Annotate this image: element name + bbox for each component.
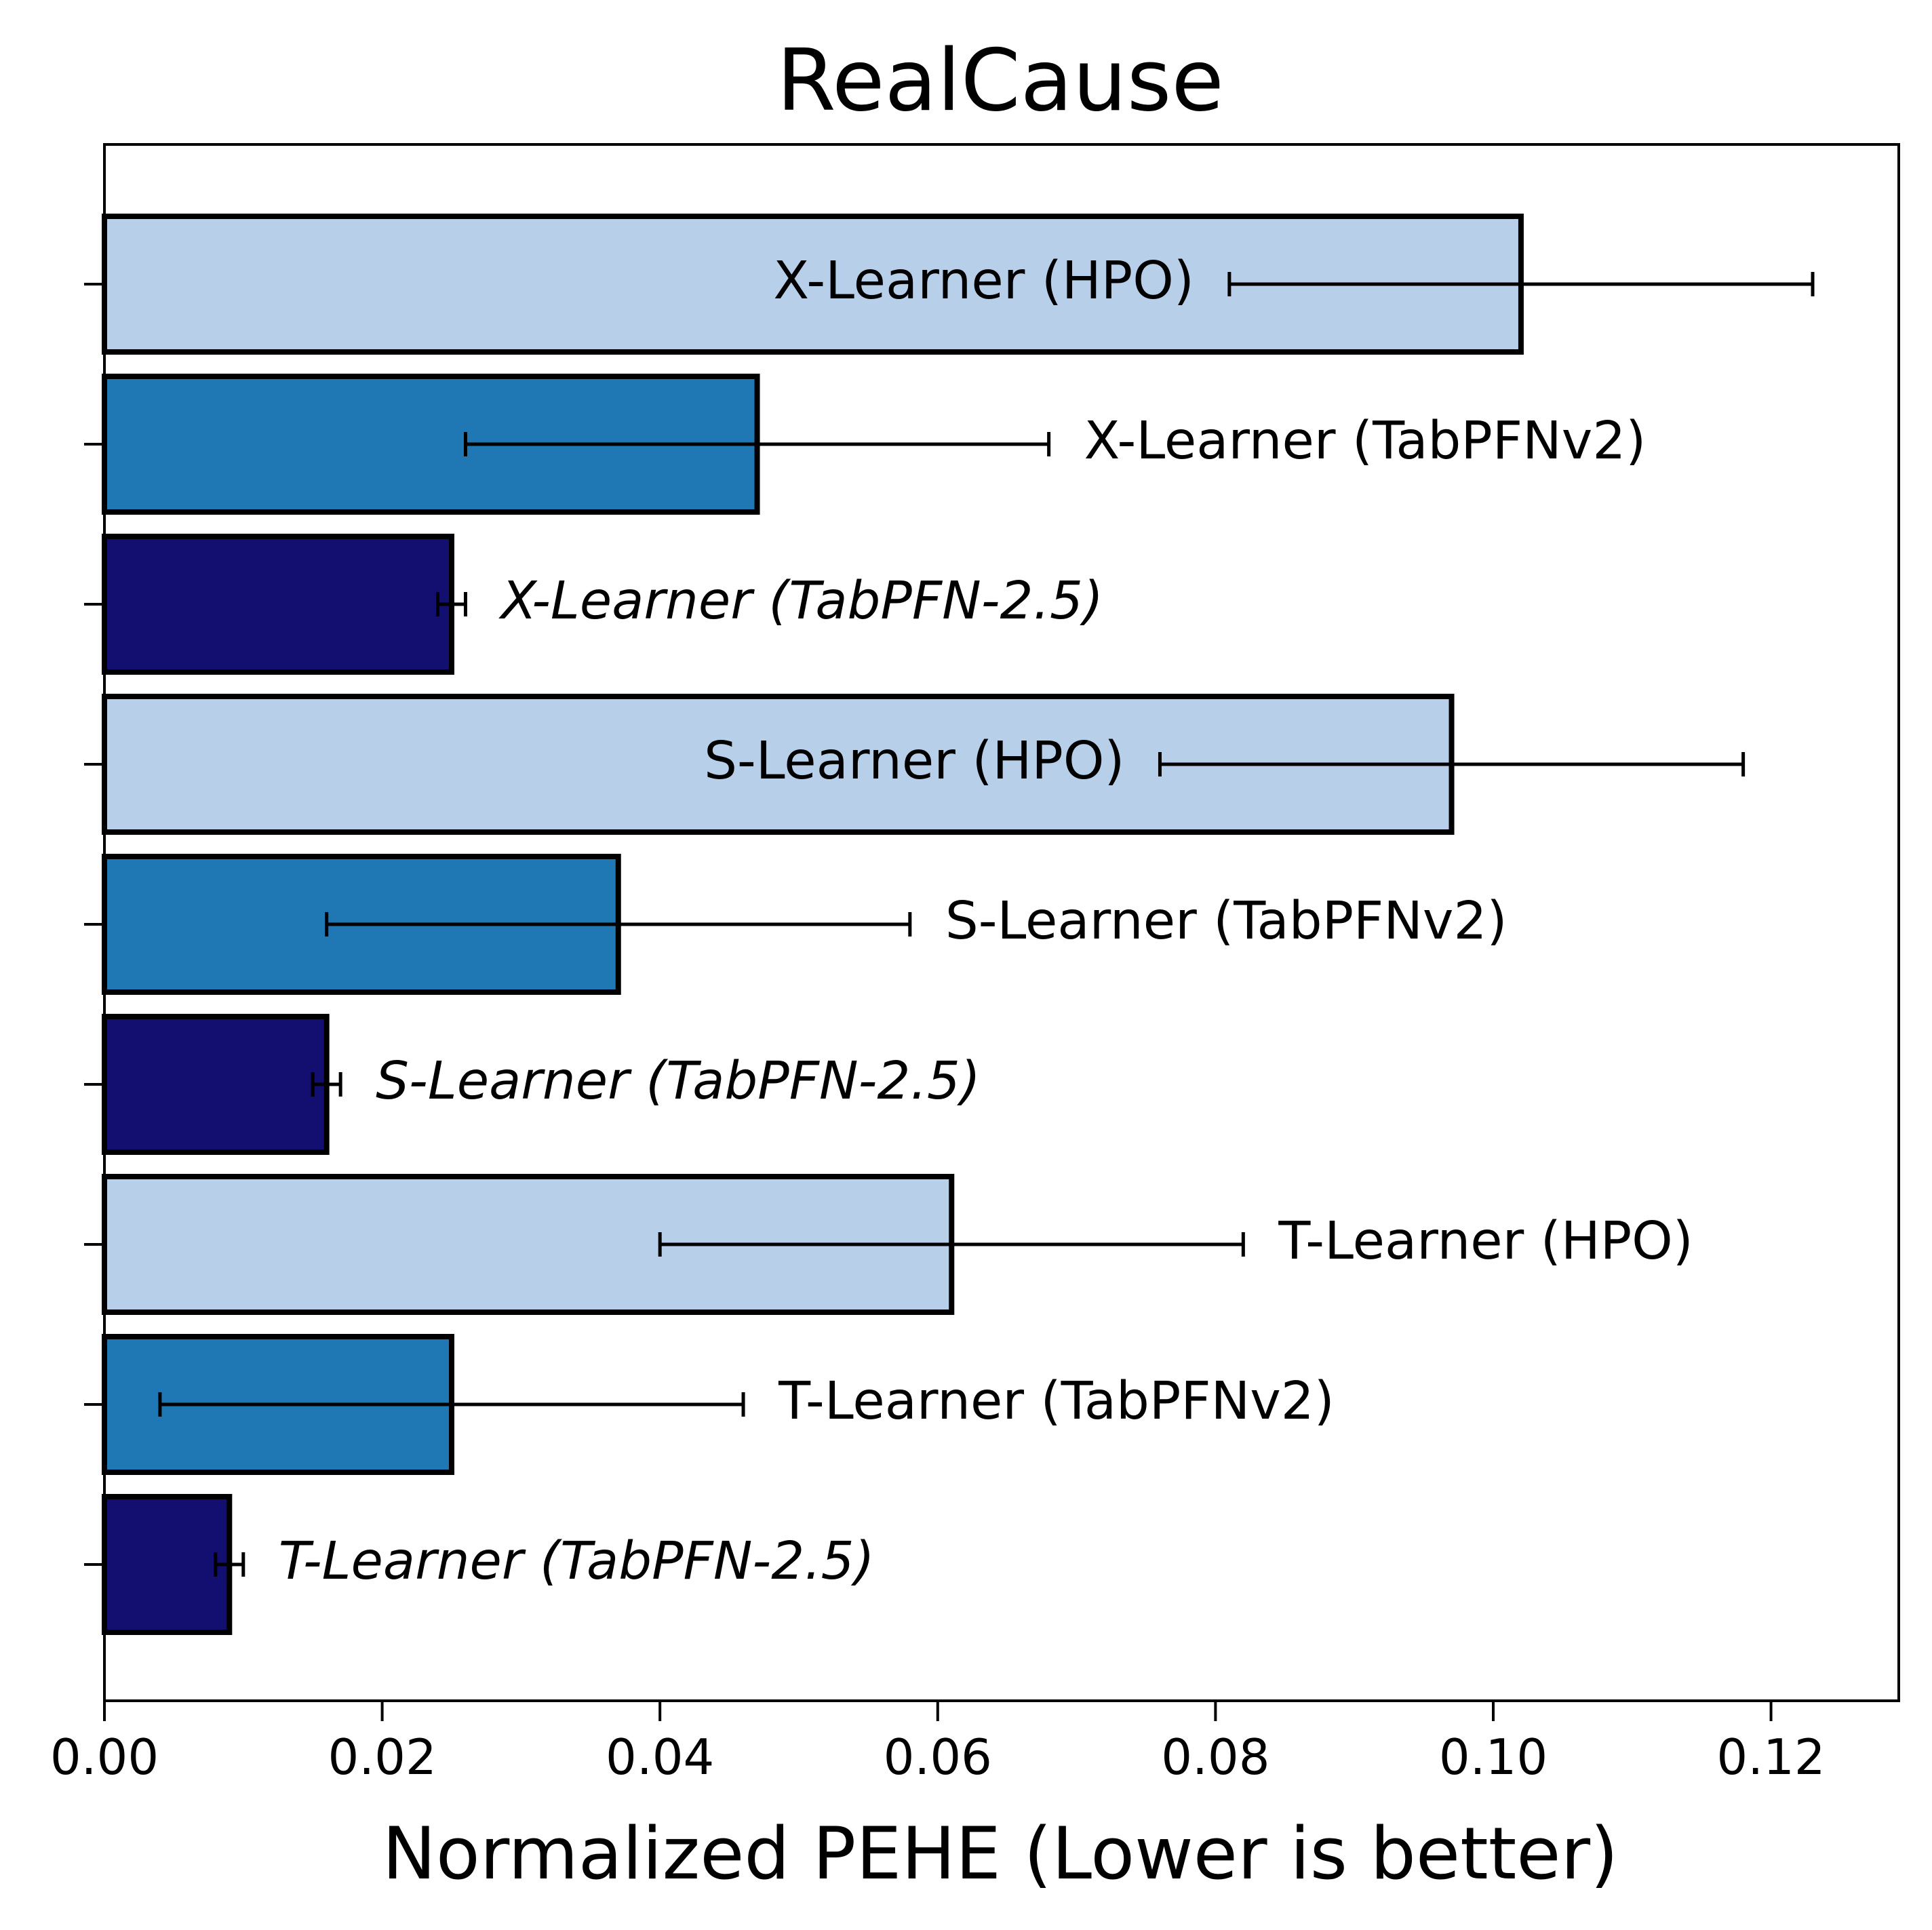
x-tick-label: 0.06 xyxy=(884,1729,992,1786)
bar-label: X-Learner (HPO) xyxy=(773,251,1194,311)
bar-labels-layer: X-Learner (HPO) X-Learner (TabPFNv2) X-Lea… xyxy=(279,251,1693,1592)
chart-title: RealCause xyxy=(776,31,1224,130)
x-tick-label: 0.04 xyxy=(606,1729,714,1786)
x-ticks-layer: 0.00 0.02 0.04 0.06 0.08 0.10 0.12 xyxy=(50,1701,1826,1786)
y-ticks-layer xyxy=(84,283,104,1566)
x-tick-label: 0.02 xyxy=(328,1729,436,1786)
x-tick-label: 0.10 xyxy=(1439,1729,1547,1786)
bar xyxy=(102,534,454,675)
x-axis-label: Normalized PEHE (Lower is better) xyxy=(382,1812,1619,1895)
x-tick-label: 0.08 xyxy=(1161,1729,1269,1786)
x-tick-label: 0.00 xyxy=(50,1729,159,1786)
bar-label: S-Learner (TabPFNv2) xyxy=(945,891,1507,951)
bar-label: X-Learner (TabPFN-2.5) xyxy=(498,571,1103,631)
bar-label: S-Learner (HPO) xyxy=(704,731,1124,791)
bar-label: S-Learner (TabPFN-2.5) xyxy=(376,1051,981,1111)
bar-label: X-Learner (TabPFNv2) xyxy=(1084,411,1647,471)
bar-label: T-Learner (HPO) xyxy=(1278,1211,1693,1272)
bar-label: T-Learner (TabPFNv2) xyxy=(778,1371,1335,1432)
bar xyxy=(102,1014,330,1155)
bar-label: T-Learner (TabPFN-2.5) xyxy=(279,1531,875,1592)
plot-frame xyxy=(103,143,1900,1702)
bars-layer xyxy=(102,214,1524,1635)
x-tick-label: 0.12 xyxy=(1716,1729,1825,1786)
bar xyxy=(102,1494,233,1635)
error-bars-layer xyxy=(158,272,1815,1577)
